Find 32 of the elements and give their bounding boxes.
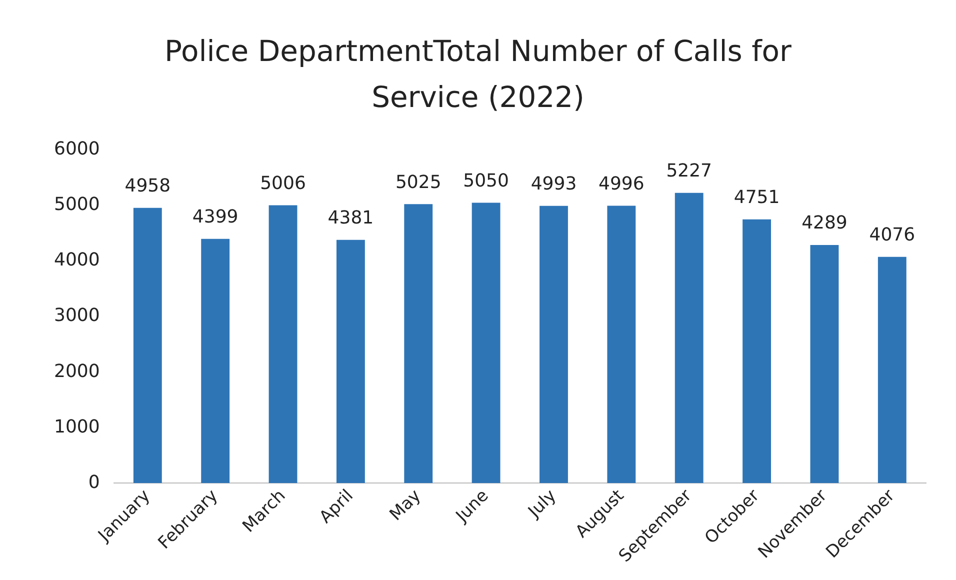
bar (674, 192, 704, 484)
bar (133, 208, 162, 484)
data-label: 4751 (734, 187, 780, 208)
data-label: 5050 (463, 170, 509, 192)
y-tick-label: 2000 (54, 360, 100, 382)
y-tick-label: 4000 (54, 250, 100, 271)
bar (336, 240, 365, 484)
bar (201, 238, 230, 484)
data-label: 5025 (395, 172, 442, 193)
bar (404, 204, 433, 484)
data-label: 4996 (598, 173, 644, 194)
y-tick-label: 5000 (54, 194, 100, 216)
y-tick-label: 3000 (54, 305, 100, 326)
bar (472, 202, 500, 484)
bar (810, 245, 839, 484)
bar (607, 206, 636, 484)
y-tick-label: 1000 (54, 416, 100, 438)
y-tick-label: 0 (88, 472, 100, 493)
data-label: 4399 (192, 206, 238, 228)
data-label: 5227 (666, 160, 712, 182)
bar (742, 219, 772, 484)
data-label: 4993 (530, 174, 577, 195)
data-label: 4381 (328, 208, 374, 229)
data-label: 5006 (260, 172, 306, 194)
bar (540, 206, 568, 484)
data-label: 4289 (802, 212, 848, 234)
y-tick-label: 6000 (54, 138, 100, 160)
chart-title: Police DepartmentTotal Number of Calls for Service (2022) (164, 33, 792, 116)
bar (268, 205, 298, 484)
bar (878, 256, 906, 484)
data-label: 4076 (869, 224, 916, 246)
data-label: 4958 (124, 176, 171, 197)
